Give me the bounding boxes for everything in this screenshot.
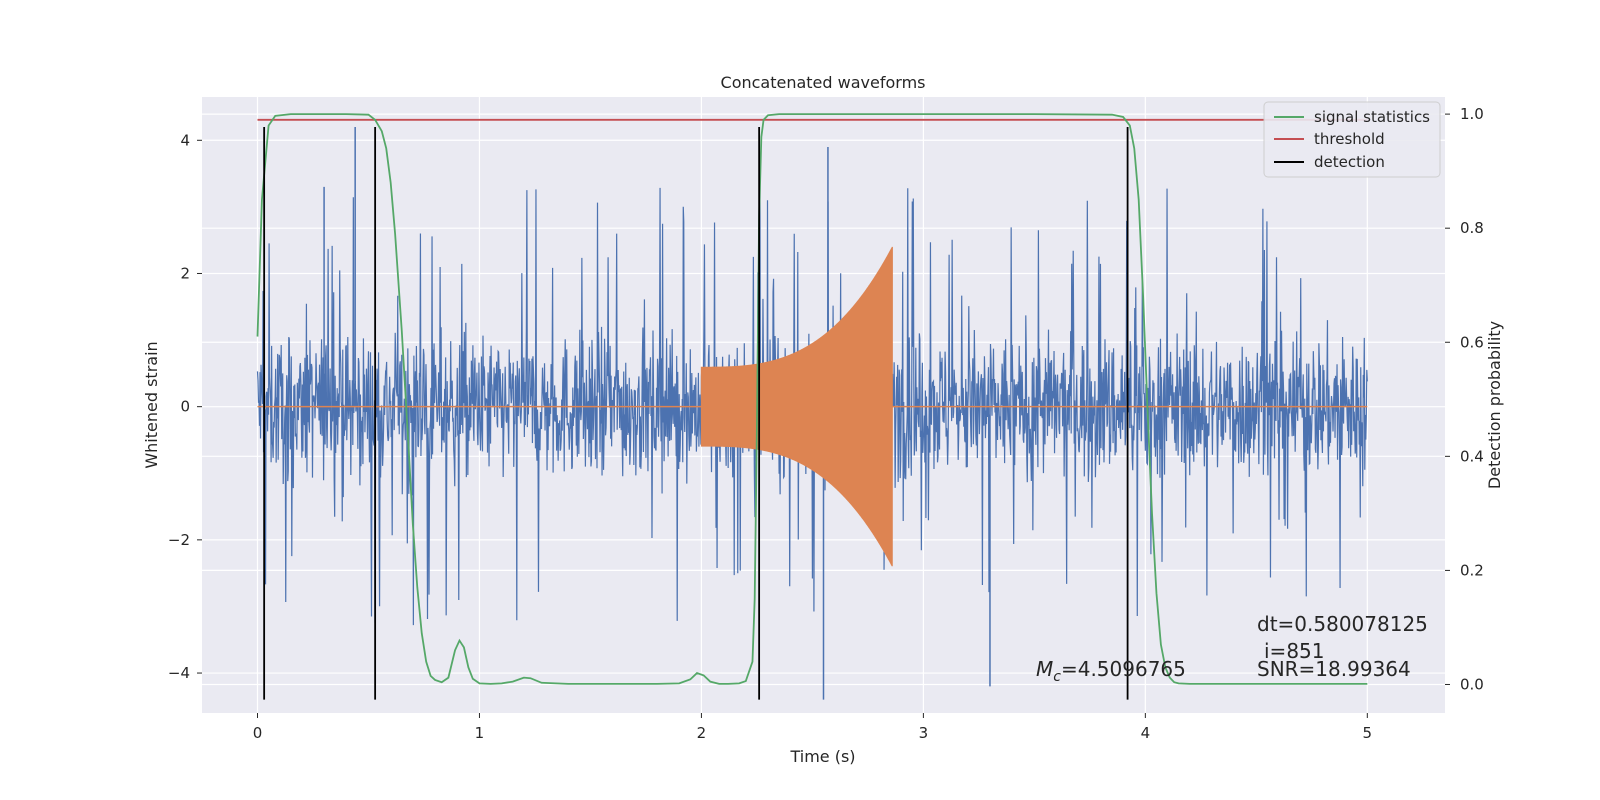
y-tick-label: 4 xyxy=(180,131,190,149)
legend-label-statistics: signal statistics xyxy=(1314,108,1430,126)
y2-tick-label: 0.0 xyxy=(1460,675,1484,693)
annotation-mc-subscript: c xyxy=(1053,669,1061,685)
y-tick-label: −2 xyxy=(168,531,190,549)
x-axis-label: Time (s) xyxy=(789,747,855,766)
y2-tick-label: 0.2 xyxy=(1460,561,1484,579)
x-tick-label: 2 xyxy=(697,724,707,742)
annotation-mc-symbol: M xyxy=(1036,657,1053,681)
annotation-mc-value: =4.5096765 xyxy=(1061,657,1186,681)
y-axis-label: Whitened strain xyxy=(142,341,161,468)
chart-title: Concatenated waveforms xyxy=(721,73,926,92)
x-tick-label: 5 xyxy=(1363,724,1373,742)
x-tick-label: 3 xyxy=(919,724,929,742)
annotation-snr: SNR=18.99364 xyxy=(1257,657,1411,681)
y2-axis-label: Detection probability xyxy=(1485,321,1504,489)
y2-tick-label: 1.0 xyxy=(1460,105,1484,123)
y2-tick-label: 0.8 xyxy=(1460,219,1484,237)
y-tick-label: −4 xyxy=(168,664,190,682)
y2-tick-label: 0.4 xyxy=(1460,447,1484,465)
series-noise-peaks xyxy=(323,126,991,700)
y-tick-label: 2 xyxy=(180,264,190,282)
y2-tick-label: 0.6 xyxy=(1460,333,1484,351)
legend-label-detection: detection xyxy=(1314,153,1385,171)
x-tick-label: 1 xyxy=(475,724,485,742)
x-tick-label: 0 xyxy=(253,724,263,742)
tick-layer: 0 1 2 3 4 5 −4 −2 0 2 4 0.0 0.2 0.4 0.6 0.8 1.0 xyxy=(168,105,1484,742)
legend-box xyxy=(1263,101,1441,178)
legend-label-threshold: threshold xyxy=(1314,130,1385,148)
series-noise xyxy=(256,187,1368,626)
series-signal-chirp xyxy=(700,246,893,567)
series-signal-statistics xyxy=(256,113,1368,685)
annotation-dt: dt=0.580078125 xyxy=(1257,612,1428,636)
legend: signal statistics threshold detection xyxy=(1263,101,1441,178)
y-tick-label: 0 xyxy=(180,398,190,416)
data-layer xyxy=(256,113,1368,700)
annotation-mc: Mc=4.5096765 xyxy=(1036,657,1186,685)
x-tick-label: 4 xyxy=(1141,724,1151,742)
annotation-i: i=851 xyxy=(1264,639,1325,663)
